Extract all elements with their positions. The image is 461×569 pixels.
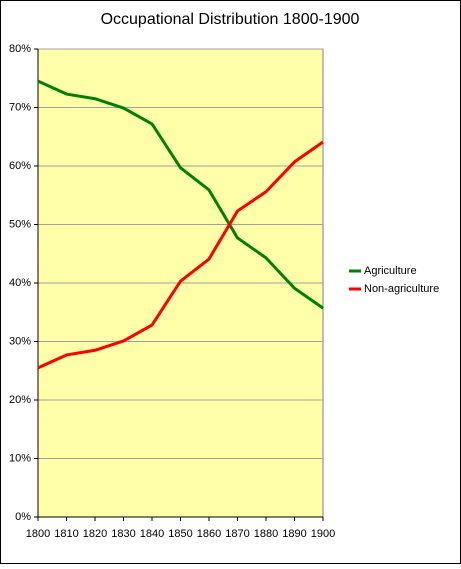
y-tick-label: 50% bbox=[9, 218, 31, 230]
x-tick-label: 1860 bbox=[197, 528, 221, 540]
x-tick-label: 1900 bbox=[311, 528, 335, 540]
y-tick-label: 80% bbox=[9, 43, 31, 55]
x-tick-label: 1830 bbox=[111, 528, 135, 540]
chart-title: Occupational Distribution 1800-1900 bbox=[101, 11, 360, 28]
y-tick-label: 70% bbox=[9, 101, 31, 113]
y-tick-label: 40% bbox=[9, 277, 31, 289]
y-tick-label: 30% bbox=[9, 335, 31, 347]
x-tick-label: 1880 bbox=[254, 528, 278, 540]
x-tick-label: 1870 bbox=[225, 528, 249, 540]
x-tick-label: 1820 bbox=[83, 528, 107, 540]
y-tick-label: 20% bbox=[9, 394, 31, 406]
x-tick-label: 1810 bbox=[54, 528, 78, 540]
legend-label: Agriculture bbox=[364, 265, 417, 277]
x-tick-label: 1840 bbox=[140, 528, 164, 540]
series-line bbox=[37, 140, 324, 370]
y-tick-label: 60% bbox=[9, 160, 31, 172]
series-line bbox=[37, 79, 324, 310]
x-tick-label: 1800 bbox=[26, 528, 50, 540]
y-tick-label: 0% bbox=[15, 511, 31, 523]
x-tick-label: 1850 bbox=[168, 528, 192, 540]
y-tick-label: 10% bbox=[9, 452, 31, 464]
legend-label: Non-agriculture bbox=[364, 283, 439, 295]
x-tick-label: 1890 bbox=[282, 528, 306, 540]
